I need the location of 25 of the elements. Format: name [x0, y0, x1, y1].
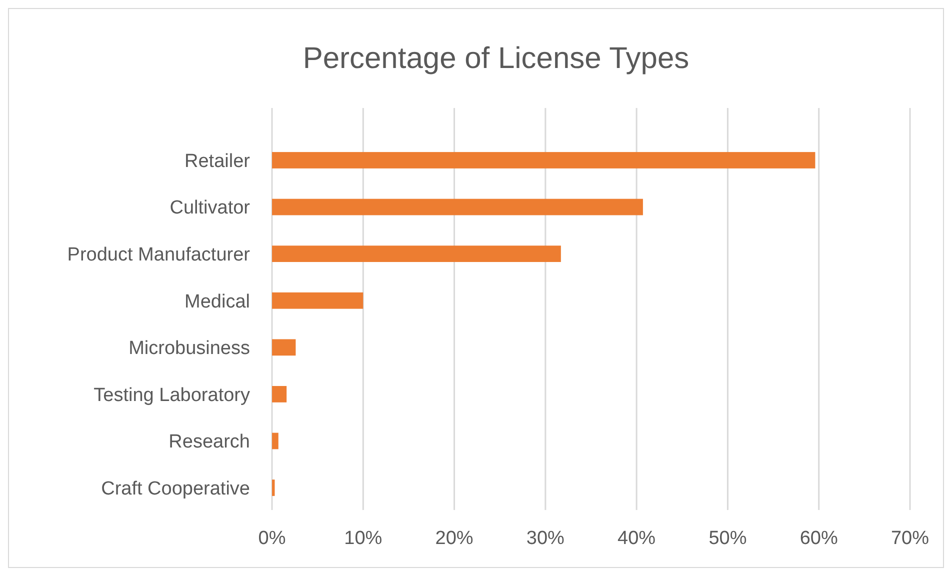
y-tick-label: Craft Cooperative	[101, 478, 250, 500]
bar	[272, 386, 287, 402]
y-tick-label: Medical	[184, 291, 250, 312]
y-tick-label: Microbusiness	[128, 338, 250, 360]
chart-title: Percentage of License Types	[302, 42, 690, 75]
bar	[272, 198, 643, 216]
x-tick-label: 20%	[435, 528, 474, 549]
bar	[272, 480, 275, 496]
x-tick-label: 30%	[526, 528, 565, 549]
y-tick-label: Research	[168, 432, 250, 453]
x-tick-label: 40%	[618, 528, 656, 549]
bar	[272, 246, 561, 262]
x-tick-label: 10%	[344, 528, 382, 549]
y-tick-label: Retailer	[184, 150, 251, 172]
y-tick-label: Testing Laboratory	[94, 384, 250, 406]
bar	[272, 292, 364, 309]
x-tick-label: 50%	[708, 528, 747, 549]
x-tick-label: 0%	[258, 528, 286, 549]
bar	[272, 152, 816, 168]
x-tick-label: 60%	[800, 528, 838, 549]
x-tick-label: 70%	[890, 528, 930, 549]
y-tick-label: Cultivator	[170, 198, 251, 219]
bar	[272, 339, 296, 356]
bar	[272, 432, 278, 450]
y-tick-label: Product Manufacturer	[67, 244, 251, 266]
